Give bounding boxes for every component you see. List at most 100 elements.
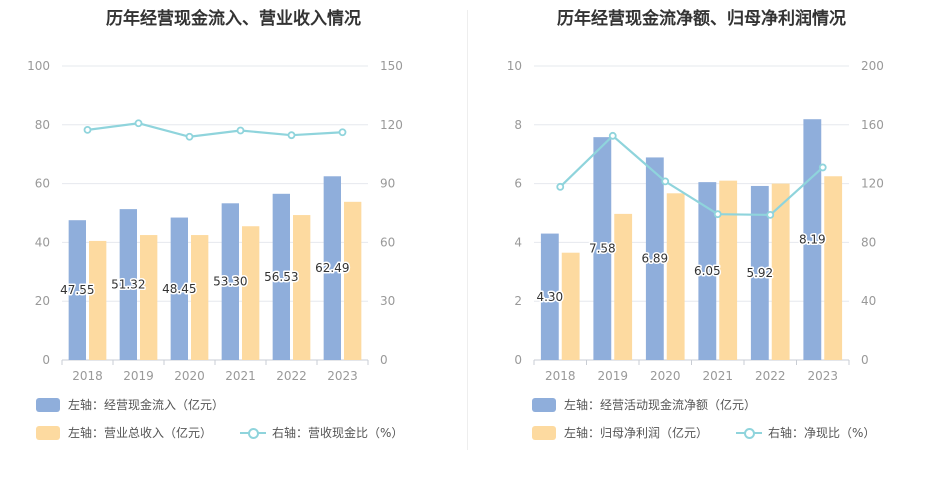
ratio-point (661, 177, 670, 186)
x-tick-label: 2023 (807, 369, 838, 383)
y-left-tick-label: 6 (514, 177, 522, 191)
chart-plot-left: 0 0 20 30 40 60 60 90 80 120 100 150 2018 2019 2020 202… (27, 59, 403, 383)
bar-primary (170, 217, 188, 360)
bar-secondary (344, 201, 362, 360)
bar-secondary (666, 193, 685, 360)
bar-value-label: 8.19 (799, 233, 826, 247)
ratio-point (287, 131, 296, 140)
x-tick-label: 2018 (545, 369, 576, 383)
ratio-line (559, 134, 824, 217)
bar-primary (323, 176, 341, 360)
bar-primary (119, 209, 137, 360)
bar-primary (272, 193, 290, 360)
bar-value-label: 4.30 (536, 290, 563, 304)
bar-primary (645, 157, 664, 360)
x-tick-label: 2021 (702, 369, 733, 383)
bar-value-label: 53.30 (213, 275, 247, 289)
ratio-point (83, 125, 92, 134)
x-tick-label: 2021 (225, 369, 256, 383)
ratio-point (713, 210, 722, 219)
ratio-point (766, 211, 775, 219)
chart-plot-right: 0 0 2 40 4 80 6 120 8 160 10 200 2018 2019 2020 2021 202… (507, 59, 884, 383)
panel-divider (467, 10, 468, 450)
ratio-point (134, 119, 143, 128)
y-right-tick-label: 0 (380, 353, 388, 367)
ratio-point (185, 132, 194, 141)
bar-primary (540, 233, 559, 360)
y-right-tick-label: 40 (861, 294, 876, 308)
y-right-tick-label: 160 (861, 118, 884, 132)
ratio-point (608, 131, 617, 140)
legend-label: 右轴：净现比（%） (768, 426, 876, 440)
y-right-tick-label: 80 (861, 235, 876, 249)
legend-label: 左轴：经营现金流入（亿元） (68, 398, 225, 412)
ratio-point (236, 126, 245, 135)
legend-label: 左轴：经营活动现金流净额（亿元） (564, 398, 757, 412)
y-right-tick-label: 60 (380, 235, 395, 249)
x-tick-label: 2023 (327, 369, 358, 383)
bar-value-label: 6.05 (694, 264, 721, 278)
legend-item-net-cash-ratio[interactable]: 右轴：净现比（%） (736, 424, 875, 441)
y-right-tick-label: 120 (380, 118, 403, 132)
legend-swatch-orange (532, 425, 556, 440)
chart-panel-right: 历年经营现金流净额、归母净利润情况 0 0 2 40 4 80 6 120 8 160 10 200 2… (468, 0, 935, 480)
chart-title: 历年经营现金流净额、归母净利润情况 (557, 9, 846, 29)
y-left-tick-label: 8 (514, 118, 522, 132)
chart-title: 历年经营现金流入、营业收入情况 (106, 9, 361, 29)
legend-line-marker-icon (736, 426, 762, 440)
y-left-tick-label: 40 (35, 235, 50, 249)
y-left-tick-label: 0 (514, 353, 522, 367)
bar-secondary (771, 183, 790, 360)
y-left-tick-label: 80 (35, 118, 50, 132)
bar-value-label: 56.53 (264, 270, 298, 284)
bar-secondary (191, 235, 209, 360)
y-right-tick-label: 30 (380, 294, 395, 308)
bar-value-label: 6.89 (641, 252, 668, 266)
y-left-tick-label: 2 (514, 294, 522, 308)
x-tick-label: 2020 (174, 369, 205, 383)
x-tick-label: 2019 (597, 369, 628, 383)
bar-secondary (614, 213, 633, 360)
bar-primary (68, 220, 86, 360)
y-left-tick-label: 0 (42, 353, 50, 367)
y-left-tick-label: 100 (27, 59, 50, 73)
legend-item-revenue[interactable]: 左轴：营业总收入（亿元） (36, 424, 212, 441)
y-left-tick-label: 60 (35, 177, 50, 191)
bar-value-label: 51.32 (111, 278, 145, 292)
bar-primary (698, 182, 717, 360)
bar-secondary (561, 252, 580, 360)
legend-item-net-profit[interactable]: 左轴：归母净利润（亿元） (532, 424, 708, 441)
bar-secondary (719, 180, 738, 360)
x-tick-label: 2019 (123, 369, 154, 383)
ratio-point (556, 182, 565, 191)
bar-secondary (824, 176, 843, 360)
bar-primary (593, 137, 612, 360)
y-right-tick-label: 120 (861, 177, 884, 191)
legend-line-marker-icon (240, 426, 266, 440)
y-right-tick-label: 90 (380, 177, 395, 191)
x-tick-label: 2022 (755, 369, 786, 383)
legend-item-ratio[interactable]: 右轴：营收现金比（%） (240, 424, 403, 441)
x-tick-label: 2020 (650, 369, 681, 383)
ratio-point (818, 163, 827, 172)
bar-primary (750, 185, 769, 360)
legend-swatch-orange (36, 425, 60, 440)
y-left-tick-label: 10 (507, 59, 522, 73)
bar-secondary (89, 240, 107, 360)
legend-item-net-cash-flow[interactable]: 左轴：经营活动现金流净额（亿元） (532, 396, 756, 413)
ratio-line (87, 122, 343, 138)
y-left-tick-label: 20 (35, 294, 50, 308)
y-right-tick-label: 0 (861, 353, 869, 367)
legend-label: 右轴：营收现金比（%） (272, 426, 404, 440)
bar-value-label: 48.45 (162, 282, 196, 296)
legend-label: 左轴：营业总收入（亿元） (68, 426, 213, 440)
y-left-tick-label: 4 (514, 235, 522, 249)
bar-secondary (293, 215, 311, 360)
legend-item-cash-inflow[interactable]: 左轴：经营现金流入（亿元） (36, 396, 224, 413)
ratio-point (338, 128, 347, 137)
bar-primary (803, 119, 822, 361)
bar-secondary (242, 226, 260, 360)
bar-value-label: 5.92 (746, 266, 773, 280)
bar-primary (221, 203, 239, 360)
legend-label: 左轴：归母净利润（亿元） (564, 426, 709, 440)
